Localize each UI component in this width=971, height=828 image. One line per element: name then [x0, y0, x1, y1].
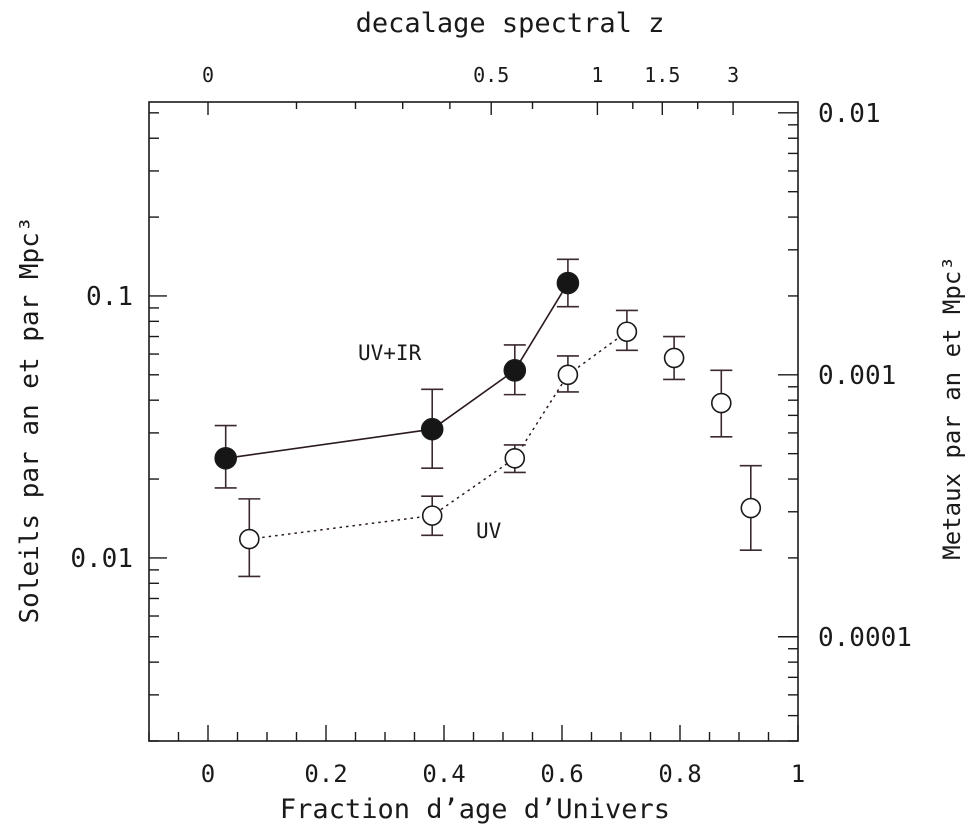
data-point-open	[740, 497, 762, 519]
plot-border	[148, 101, 799, 742]
data-points	[214, 271, 762, 550]
data-point-open	[710, 392, 732, 414]
top-axis-title: decalage spectral z	[356, 8, 665, 39]
data-point-open	[504, 448, 526, 469]
y-right-tick-label: 0.01	[818, 99, 881, 129]
data-point-open	[663, 347, 685, 369]
plot-frame	[148, 101, 799, 742]
series-line-0	[225, 282, 569, 460]
annotation-uv-ir: UV+IR	[358, 341, 422, 365]
data-point-open	[239, 528, 260, 550]
top-tick-label: 0	[202, 63, 214, 87]
top-tick-label: 0.5	[473, 63, 509, 87]
data-point-filled	[556, 271, 580, 295]
series-lines	[225, 282, 628, 540]
data-point-filled	[420, 417, 444, 441]
y-tick-label: 0.1	[86, 282, 133, 312]
y-right-tick-label: 0.0001	[818, 623, 912, 653]
x-tick-label: 0	[201, 760, 215, 788]
data-point-open	[616, 321, 638, 343]
data-point-filled	[503, 359, 527, 382]
annotation-uv: UV	[476, 519, 502, 543]
top-tick-label: 3	[727, 63, 739, 87]
y-right-tick-label: 0.001	[818, 361, 896, 391]
x-tick-label: 0.2	[304, 760, 347, 788]
top-tick-label: 1	[591, 63, 603, 87]
x-tick-label: 0.8	[658, 760, 701, 788]
x-tick-label: 0.6	[540, 760, 583, 788]
x-tick-label: 1	[791, 760, 805, 788]
y-tick-label: 0.01	[70, 544, 133, 574]
data-point-open	[421, 505, 443, 526]
data-point-open	[557, 364, 579, 386]
y-axis-label: Soleils par an et par Mpc³	[15, 217, 45, 624]
axis-ticks	[148, 102, 799, 742]
x-tick-label: 0.4	[422, 760, 465, 788]
tick-labels: 0 0.2 0.4 0.6 0.8 1 0 0.5 1 1.5 3 0.1 0.01 0.01 0.001 0…	[70, 63, 912, 788]
data-point-filled	[214, 447, 237, 470]
x-axis-label: Fraction d’age d’Univers	[280, 794, 670, 825]
y-right-axis-label: Metaux par an et Mpc³	[938, 256, 966, 559]
top-tick-label: 1.5	[644, 63, 680, 87]
